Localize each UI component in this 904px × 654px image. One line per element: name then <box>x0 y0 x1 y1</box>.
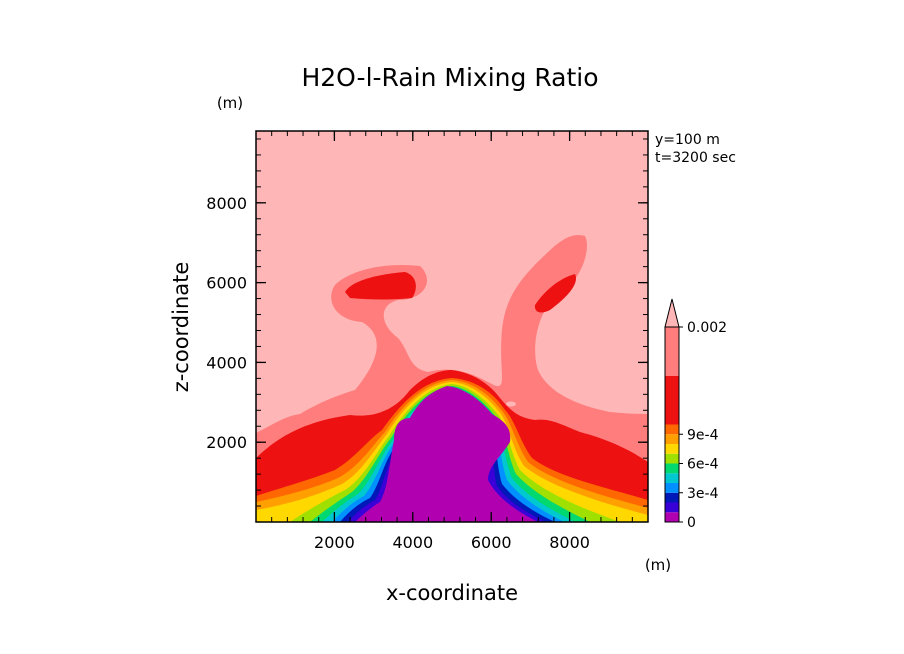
y-tick-label: 8000 <box>206 194 247 213</box>
colorbar-level-6 <box>665 453 679 464</box>
x-unit-label: (m) <box>645 556 671 574</box>
contour-level-0 <box>355 386 538 522</box>
colorbar-level-3 <box>665 483 679 493</box>
colorbar-level-9 <box>665 424 679 435</box>
colorbar-level-5 <box>665 463 679 474</box>
colorbar: 0 3e-4 6e-4 9e-4 0.002 <box>664 298 727 531</box>
colorbar-level-10 <box>665 375 679 425</box>
colorbar-level-8 <box>665 434 679 444</box>
annotation-y: y=100 m <box>655 132 720 148</box>
y-axis-label: z-coordinate <box>169 262 193 393</box>
y-tick-label: 4000 <box>206 353 247 372</box>
colorbar-label: 3e-4 <box>687 486 719 502</box>
y-tick-label: 6000 <box>206 274 247 293</box>
colorbar-label: 9e-4 <box>687 427 719 443</box>
x-tick-label: 4000 <box>392 533 433 552</box>
colorbar-label: 6e-4 <box>687 457 719 473</box>
x-tick-label: 6000 <box>471 533 512 552</box>
colorbar-level-1 <box>665 502 679 513</box>
annotation-t: t=3200 sec <box>655 150 736 166</box>
contour-level-10-blob-right <box>534 274 577 313</box>
colorbar-level-11 <box>665 327 679 376</box>
colorbar-frame <box>664 326 680 523</box>
contour-small-blob <box>506 401 516 407</box>
contour-plot-area <box>256 131 648 522</box>
colorbar-level-7 <box>665 444 679 454</box>
x-tick-label: 8000 <box>549 533 590 552</box>
chart-title: H2O-l-Rain Mixing Ratio <box>301 63 598 92</box>
x-axis-label: x-coordinate <box>386 581 518 605</box>
colorbar-level-2 <box>665 492 679 503</box>
y-unit-label: (m) <box>217 94 243 112</box>
colorbar-label: 0 <box>687 515 696 531</box>
contour-level-10-blob-left <box>345 272 416 300</box>
plot-frame <box>255 130 649 523</box>
x-axis: 2000 4000 6000 8000 <box>314 131 590 552</box>
y-axis: 2000 4000 6000 8000 <box>206 194 648 452</box>
y-tick-label: 2000 <box>206 433 247 452</box>
colorbar-label: 0.002 <box>687 320 727 336</box>
colorbar-extend-max <box>664 298 680 328</box>
colorbar-level-0 <box>665 512 679 522</box>
x-tick-label: 2000 <box>314 533 355 552</box>
colorbar-level-4 <box>665 473 679 483</box>
